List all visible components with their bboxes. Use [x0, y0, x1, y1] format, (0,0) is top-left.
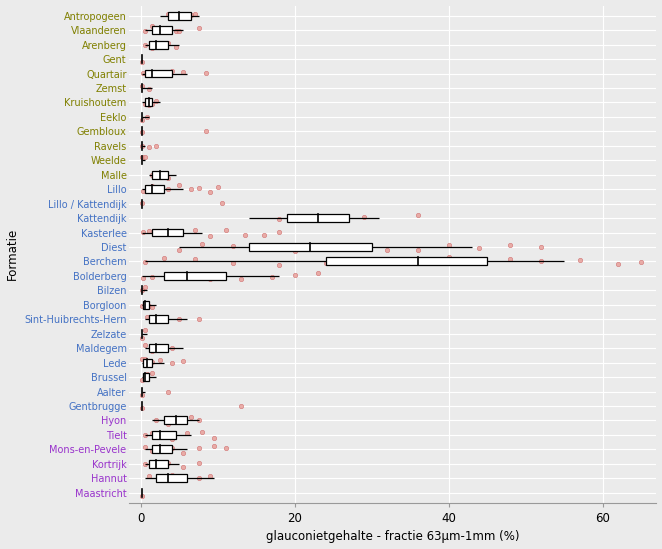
Bar	[287, 214, 349, 222]
Bar	[152, 171, 168, 178]
Bar	[152, 26, 171, 34]
Bar	[156, 474, 187, 482]
Bar	[145, 185, 164, 193]
Bar	[149, 315, 168, 323]
Bar	[143, 358, 152, 367]
Bar	[168, 12, 191, 20]
Y-axis label: Formatie: Formatie	[5, 228, 19, 281]
Bar	[149, 344, 168, 352]
Bar	[326, 257, 487, 265]
Bar	[149, 460, 168, 468]
Bar	[152, 445, 171, 453]
Bar	[164, 272, 226, 280]
Bar	[152, 431, 175, 439]
X-axis label: glauconietgehalte - fractie 63μm-1mm (%): glauconietgehalte - fractie 63μm-1mm (%)	[266, 530, 520, 544]
Bar	[164, 417, 187, 424]
Bar	[152, 228, 183, 237]
Bar	[145, 98, 152, 107]
Bar	[143, 373, 149, 381]
Bar	[145, 70, 171, 77]
Bar	[249, 243, 372, 251]
Bar	[143, 301, 149, 309]
Bar	[149, 41, 168, 48]
